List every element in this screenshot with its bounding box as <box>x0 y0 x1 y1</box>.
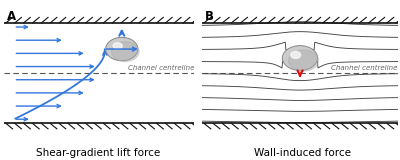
Text: B: B <box>205 10 214 23</box>
Circle shape <box>106 37 138 61</box>
Text: Channel centreline: Channel centreline <box>128 65 195 71</box>
Circle shape <box>112 42 139 61</box>
Circle shape <box>291 52 301 58</box>
Text: Shear-gradient lift force: Shear-gradient lift force <box>36 148 160 158</box>
Circle shape <box>113 43 122 49</box>
Circle shape <box>282 46 318 70</box>
Text: A: A <box>7 10 16 23</box>
Text: Wall-induced force: Wall-induced force <box>254 148 350 158</box>
Circle shape <box>288 50 318 71</box>
Text: Channel centreline: Channel centreline <box>331 65 398 71</box>
